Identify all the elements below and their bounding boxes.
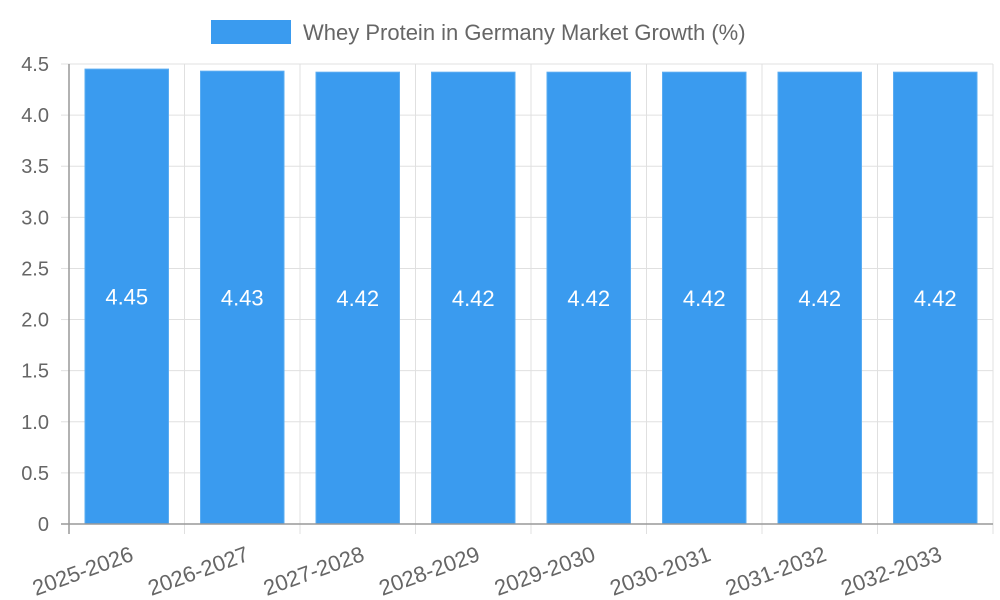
y-tick-label: 1.5 bbox=[21, 361, 49, 383]
y-tick-label: 3.0 bbox=[21, 207, 49, 229]
bar-2026-2027[interactable]: 4.43 bbox=[200, 70, 285, 525]
bar-2027-2028[interactable]: 4.42 bbox=[315, 71, 400, 525]
y-tick-label: 4.5 bbox=[21, 54, 49, 76]
x-tick-label: 2031-2032 bbox=[722, 541, 829, 600]
x-tick-label: 2029-2030 bbox=[491, 541, 598, 600]
bar-2029-2030[interactable]: 4.42 bbox=[546, 71, 631, 525]
bar-value-label: 4.45 bbox=[105, 285, 148, 310]
y-tick-label: 4.0 bbox=[21, 105, 49, 127]
bars: 4.45 4.43 4.42 4.42 4.42 4.42 4.42 4.42 bbox=[84, 68, 978, 525]
bar-2031-2032[interactable]: 4.42 bbox=[777, 71, 862, 525]
bar-value-label: 4.43 bbox=[221, 286, 264, 311]
legend-label: Whey Protein in Germany Market Growth (%… bbox=[303, 20, 746, 45]
bar-value-label: 4.42 bbox=[452, 286, 495, 311]
bar-2030-2031[interactable]: 4.42 bbox=[662, 71, 747, 525]
y-tick-label: 2.0 bbox=[21, 310, 49, 332]
bar-2028-2029[interactable]: 4.42 bbox=[431, 71, 516, 525]
y-tick-label: 0 bbox=[38, 514, 49, 536]
bar-value-label: 4.42 bbox=[798, 286, 841, 311]
bar-2025-2026[interactable]: 4.45 bbox=[84, 68, 169, 525]
y-tick-label: 1.0 bbox=[21, 412, 49, 434]
x-tick-label: 2028-2029 bbox=[376, 541, 483, 600]
legend-swatch bbox=[211, 20, 291, 44]
x-tick-label: 2027-2028 bbox=[260, 541, 367, 600]
bar-value-label: 4.42 bbox=[567, 286, 610, 311]
x-tick-label: 2032-2033 bbox=[838, 541, 945, 600]
y-tick-label: 2.5 bbox=[21, 258, 49, 280]
y-tick-label: 0.5 bbox=[21, 463, 49, 485]
x-tick-label: 2026-2027 bbox=[145, 541, 252, 600]
x-tick-label: 2025-2026 bbox=[29, 541, 136, 600]
legend[interactable]: Whey Protein in Germany Market Growth (%… bbox=[211, 20, 746, 45]
bar-value-label: 4.42 bbox=[336, 286, 379, 311]
bar-value-label: 4.42 bbox=[914, 286, 957, 311]
bar-2032-2033[interactable]: 4.42 bbox=[893, 71, 978, 525]
x-tick-label: 2030-2031 bbox=[607, 541, 714, 600]
bar-value-label: 4.42 bbox=[683, 286, 726, 311]
y-tick-label: 3.5 bbox=[21, 156, 49, 178]
